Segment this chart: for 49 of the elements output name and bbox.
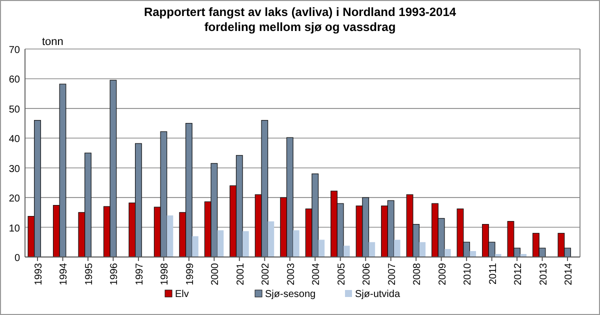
y-tick-label: 50 [8,104,20,116]
x-tick-label: 1996 [109,262,120,286]
bar [444,248,451,257]
bar [268,221,274,257]
bar [293,230,300,257]
bar [368,242,376,257]
bar [217,230,224,257]
bar [394,240,400,257]
x-tick-label: 2012 [513,262,524,286]
legend-label: Sjø-sesong [265,289,316,300]
legend-label: Elv [175,289,189,300]
y-axis-title: tonn [42,36,64,48]
x-tick-label: 1997 [134,262,146,286]
x-tick-label: 1999 [184,262,196,286]
x-tick-label: 1998 [160,262,171,286]
y-tick-label: 40 [8,134,20,146]
x-tick-label: 2000 [210,262,222,286]
chart-title: Rapportert fangst av laks (avliva) i Nordland 1993-2014 [144,5,456,19]
y-tick-label: 20 [8,194,20,205]
y-tick-label: 30 [8,164,20,175]
x-tick-label: 2006 [362,262,373,286]
legend-label: Sjø-utvida [355,289,400,300]
x-tick-label: 2009 [437,262,448,286]
bar [470,251,476,257]
x-tick-label: 2002 [260,262,272,286]
x-tick-label: 2001 [235,262,246,286]
bar [192,236,198,257]
bar [166,215,174,257]
bar [318,240,325,257]
y-tick-label: 0 [14,253,20,264]
bar [242,231,249,257]
y-tick-label: 10 [8,223,20,234]
bar [419,242,426,257]
x-tick-label: 2004 [311,262,322,286]
chart-subtitle: fordeling mellom sjø og vassdrag [204,20,396,34]
x-tick-label: 2010 [462,262,474,286]
x-tick-label: 2005 [336,262,348,286]
x-tick-label: 2014 [564,262,575,286]
x-tick-label: 2007 [386,262,398,286]
y-tick-label: 70 [8,45,20,56]
x-tick-label: 2011 [488,262,499,285]
x-tick-label: 1995 [84,262,95,286]
x-tick-label: 2008 [412,262,424,286]
x-tick-label: 2013 [538,262,550,286]
y-tick-label: 60 [8,74,20,86]
x-tick-label: 1993 [33,262,44,286]
bar [344,246,350,257]
x-tick-label: 1994 [58,262,70,286]
x-tick-label: 2003 [286,262,297,286]
